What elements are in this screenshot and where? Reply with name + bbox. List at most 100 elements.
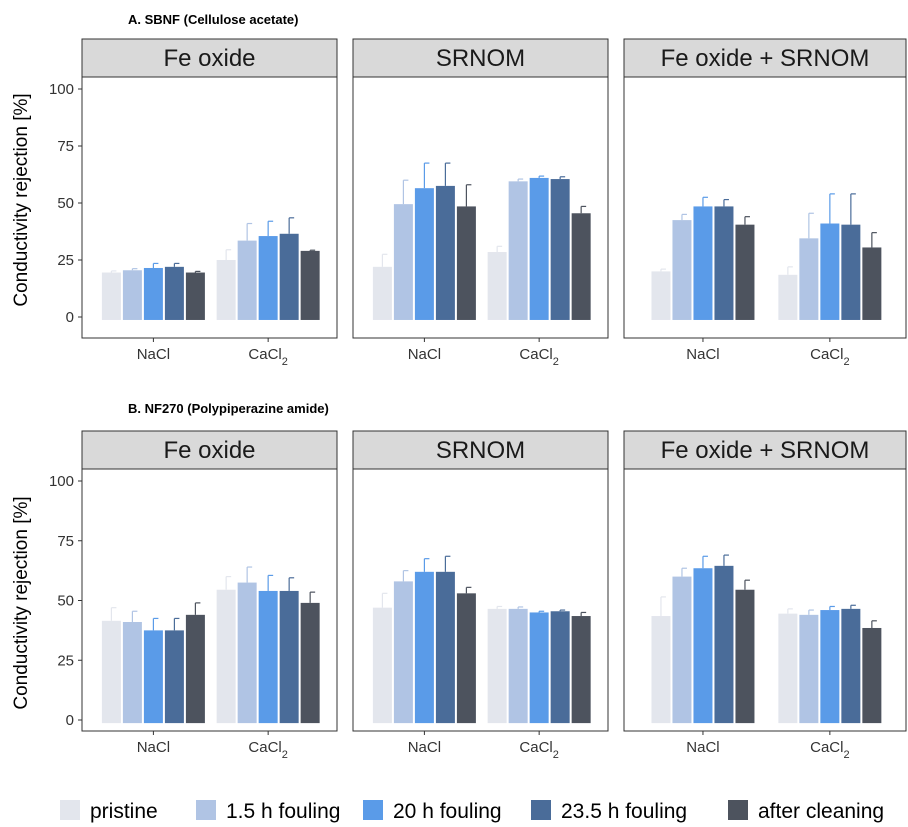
legend-label: 23.5 h fouling [561,800,687,823]
bar [258,236,278,320]
facet-plot-border [623,76,907,339]
panel-b-facet-3: Fe oxide + SRNOM NaCl CaCl2 [623,430,907,761]
bar [101,272,121,320]
facet-label: Fe oxide + SRNOM [661,437,870,464]
bar [841,224,861,320]
bar [185,614,205,724]
legend-item: 20 h fouling [363,800,502,823]
bar [862,247,882,320]
bar [300,250,320,320]
x-tick-label: NaCl [137,346,170,363]
panel-b-facet-1: Fe oxide 0 25 50 75 100 NaCl CaCl2 [49,430,338,761]
bar [164,630,184,724]
y-tick-label: 100 [49,81,74,98]
bar [799,238,819,320]
bar [714,565,734,724]
bar [456,593,476,724]
bar [735,224,755,320]
facet-plot-border [623,468,907,732]
bar [862,627,882,724]
bar [487,608,507,724]
bar [529,612,549,724]
bar [279,590,299,724]
bar [550,179,570,320]
bar [799,614,819,724]
y-tick-label: 75 [57,138,74,155]
bar [237,240,257,320]
legend-item: 23.5 h fouling [531,800,687,823]
bar [216,589,236,724]
legend-item: 1.5 h fouling [196,800,340,823]
bar [651,271,671,320]
bar [435,185,455,320]
bar [372,607,392,724]
legend-swatch [363,800,383,820]
x-tick-label: CaCl2 [519,346,558,368]
y-tick-label: 50 [57,593,74,610]
x-tick-label: NaCl [686,739,719,756]
facet-label: Fe oxide + SRNOM [661,45,870,72]
panel-a-facet-3: Fe oxide + SRNOM NaCl CaCl2 [623,38,907,368]
facet-plot-border [352,76,609,339]
legend-swatch [728,800,748,820]
bar [820,223,840,320]
bar [237,582,257,724]
panel-b-title: B. NF270 (Polypiperazine amide) [128,401,329,416]
bar [185,272,205,320]
panel-a-facet-1: Fe oxide 0 25 50 75 100 NaCl CaCl2 [49,38,338,368]
bar [651,616,671,724]
facet-strip [623,38,907,78]
y-tick-label: 25 [57,252,74,269]
bar [164,266,184,320]
bar [508,608,528,724]
bar [487,252,507,320]
legend-swatch [60,800,80,820]
bar [550,611,570,724]
bar [414,571,434,724]
legend-label: 20 h fouling [393,800,502,823]
x-tick-label: CaCl2 [810,739,849,761]
panel-a-title: A. SBNF (Cellulose acetate) [128,12,299,27]
panel-b-y-axis-title: Conductivity rejection [%] [11,496,32,709]
bar [529,177,549,320]
facet-strip [81,38,338,78]
bar [216,260,236,320]
x-tick-label: CaCl2 [248,346,287,368]
bar [571,616,591,724]
bar [456,206,476,320]
bar [393,581,413,724]
bar [143,267,163,320]
bar [122,270,142,320]
legend-label: pristine [90,800,158,823]
bar [300,602,320,724]
y-tick-label: 100 [49,473,74,490]
panel-a-facet-2: SRNOM NaCl CaCl2 [352,38,609,368]
y-tick-label: 0 [66,309,74,326]
bar [672,220,692,320]
plot-area: Fe oxide 0 25 50 75 100 NaCl CaCl2 SRNOM NaCl CaCl… [49,38,907,761]
facet-strip [352,430,609,470]
panel-b-facet-2: SRNOM NaCl CaCl2 [352,430,609,761]
bar [101,620,121,724]
bar [714,206,734,320]
y-tick-label: 50 [57,195,74,212]
bar [672,576,692,724]
legend-label: after cleaning [758,800,884,823]
y-tick-label: 25 [57,652,74,669]
bar [372,266,392,320]
legend-swatch [531,800,551,820]
facet-label: Fe oxide [163,437,255,464]
bar [820,610,840,724]
legend-label: 1.5 h fouling [226,800,340,823]
bar [778,613,798,724]
x-tick-label: NaCl [137,739,170,756]
facet-plot-border [352,468,609,732]
y-tick-label: 0 [66,712,74,729]
legend-swatch [196,800,216,820]
facet-label: SRNOM [436,45,525,72]
legend-item: after cleaning [728,800,884,823]
legend-item: pristine [60,800,158,823]
bar [122,622,142,724]
x-tick-label: CaCl2 [810,346,849,368]
